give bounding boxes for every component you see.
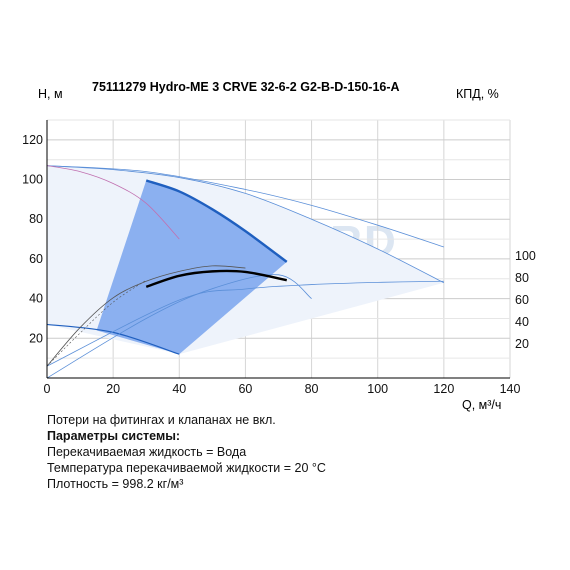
- chart-title: 75111279 Hydro-ME 3 CRVE 32-6-2 G2-B-D-1…: [92, 80, 400, 94]
- note-line: Плотность = 998.2 кг/м³: [47, 477, 184, 491]
- y2-axis-title: КПД, %: [456, 87, 499, 101]
- x-axis-title: Q, м³/ч: [462, 398, 501, 412]
- qh-curve-max-2: [46, 165, 444, 248]
- y2-tick-label: 80: [515, 271, 529, 285]
- y-tick-label: 100: [22, 173, 43, 187]
- operating-areas: [47, 165, 444, 355]
- system-curve: [46, 274, 312, 379]
- y-tick-label: 20: [29, 331, 43, 345]
- x-tick-label: 0: [44, 382, 51, 396]
- x-tick-label: 140: [500, 382, 521, 396]
- magenta-curve: [46, 165, 180, 240]
- y-axis-title: H, м: [38, 87, 63, 101]
- y-tick-label: 80: [29, 212, 43, 226]
- efficiency-curve-lower: [46, 280, 444, 367]
- y-tick-label: 120: [22, 133, 43, 147]
- x-tick-label: 40: [172, 382, 186, 396]
- note-line: Потери на фитингах и клапанах не вкл.: [47, 413, 276, 427]
- note-line: Температура перекачиваемой жидкости = 20…: [47, 461, 326, 475]
- x-tick-label: 60: [238, 382, 252, 396]
- tick-labels: 0 20 40 60 80 100 120 140 20 40 60 80 100 120 20 40 60 80…: [22, 133, 536, 396]
- note-line: Параметры системы:: [47, 429, 181, 443]
- efficiency-curve-max: [46, 265, 246, 367]
- y-tick-label: 40: [29, 292, 43, 306]
- operating-area: [96, 180, 287, 355]
- curves: [46, 165, 445, 379]
- x-tick-label: 120: [433, 382, 454, 396]
- y2-tick-label: 40: [515, 315, 529, 329]
- y-tick-label: 60: [29, 252, 43, 266]
- notes-block: Потери на фитингах и клапанах не вкл. Пар…: [47, 412, 326, 492]
- qh-curve-max: [46, 165, 445, 284]
- y2-tick-label: 20: [515, 337, 529, 351]
- y2-tick-label: 60: [515, 293, 529, 307]
- efficiency-curve-low-speed: [46, 279, 147, 367]
- qh-curve-min: [46, 323, 180, 355]
- y2-tick-label: 100: [515, 249, 536, 263]
- qh-curve-operating: [145, 179, 288, 263]
- x-tick-label: 80: [305, 382, 319, 396]
- efficiency-curve-operating: [145, 269, 288, 288]
- x-tick-label: 20: [106, 382, 120, 396]
- axes: [46, 120, 510, 379]
- note-line: Перекачиваемая жидкость = Вода: [47, 445, 247, 459]
- x-tick-label: 100: [367, 382, 388, 396]
